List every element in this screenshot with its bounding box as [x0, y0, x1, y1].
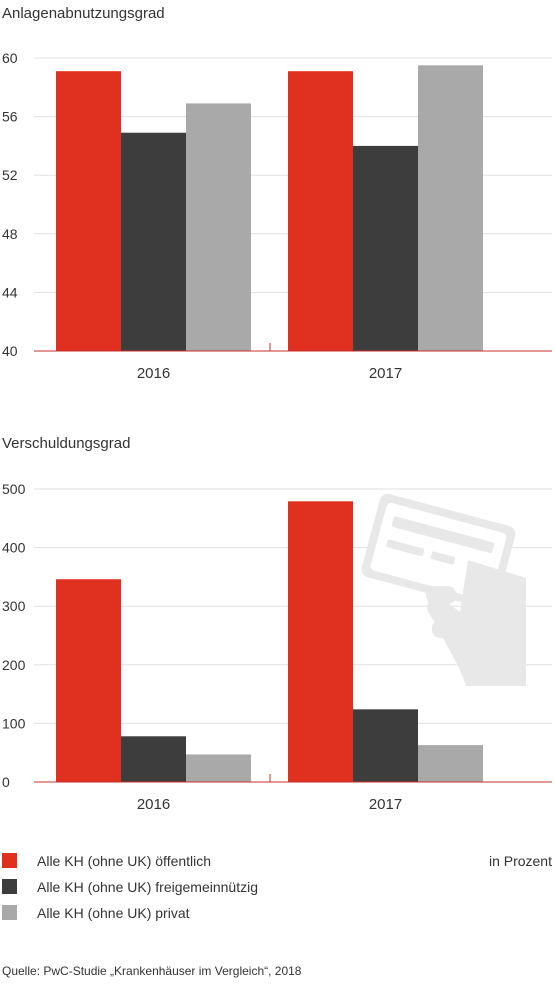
bars — [56, 501, 483, 782]
credit-card-hand-icon — [361, 493, 526, 686]
bar — [288, 71, 353, 351]
legend-label: Alle KH (ohne UK) öffentlich — [37, 853, 211, 869]
chart-verschuldungsgrad: Verschuldungsgrad 0 100 200 300 400 500 2016 20… — [2, 435, 552, 813]
y-tick-label: 48 — [2, 226, 18, 242]
legend-swatch — [2, 879, 17, 894]
y-tick-label: 40 — [2, 343, 18, 359]
legend: Alle KH (ohne UK) öffentlich Alle KH (oh… — [2, 853, 552, 921]
x-axis — [34, 774, 552, 783]
bar — [121, 132, 186, 351]
chart-anlagenabnutzungsgrad: Anlagenabnutzungsgrad 40 44 48 52 56 60 2016 20… — [2, 5, 552, 382]
bar — [353, 145, 418, 351]
unit-label: in Prozent — [489, 853, 552, 869]
bar — [418, 65, 483, 351]
bar — [186, 754, 251, 782]
bar — [288, 501, 353, 782]
y-tick-label: 0 — [2, 774, 10, 790]
bar — [121, 736, 186, 782]
category-label: 2016 — [137, 365, 170, 382]
y-tick-label: 100 — [2, 715, 26, 731]
y-tick-label: 44 — [2, 284, 18, 300]
y-tick-label: 56 — [2, 109, 18, 125]
y-tick-label: 500 — [2, 481, 26, 497]
y-tick-label: 200 — [2, 657, 26, 673]
bar — [186, 103, 251, 351]
bar — [353, 709, 418, 782]
bar — [418, 745, 483, 782]
legend-label: Alle KH (ohne UK) privat — [37, 905, 190, 921]
bar — [56, 579, 121, 782]
chart-title: Verschuldungsgrad — [2, 435, 130, 452]
bar — [56, 71, 121, 351]
y-tick-label: 60 — [2, 50, 18, 66]
category-label: 2017 — [369, 365, 402, 382]
y-tick-label: 52 — [2, 167, 18, 183]
tick-labels: 0 100 200 300 400 500 2016 2017 — [2, 481, 402, 813]
legend-swatch — [2, 905, 17, 920]
tick-labels: 40 44 48 52 56 60 2016 2017 — [2, 50, 402, 382]
x-axis — [34, 343, 552, 352]
y-tick-label: 300 — [2, 598, 26, 614]
y-tick-label: 400 — [2, 540, 26, 556]
category-label: 2017 — [369, 796, 402, 813]
bars — [56, 65, 483, 351]
category-label: 2016 — [137, 796, 170, 813]
chart-title: Anlagenabnutzungsgrad — [2, 5, 165, 22]
source-note: Quelle: PwC-Studie „Krankenhäuser im Ver… — [2, 964, 302, 978]
legend-label: Alle KH (ohne UK) freigemeinnützig — [37, 879, 258, 895]
legend-swatch — [2, 853, 17, 868]
